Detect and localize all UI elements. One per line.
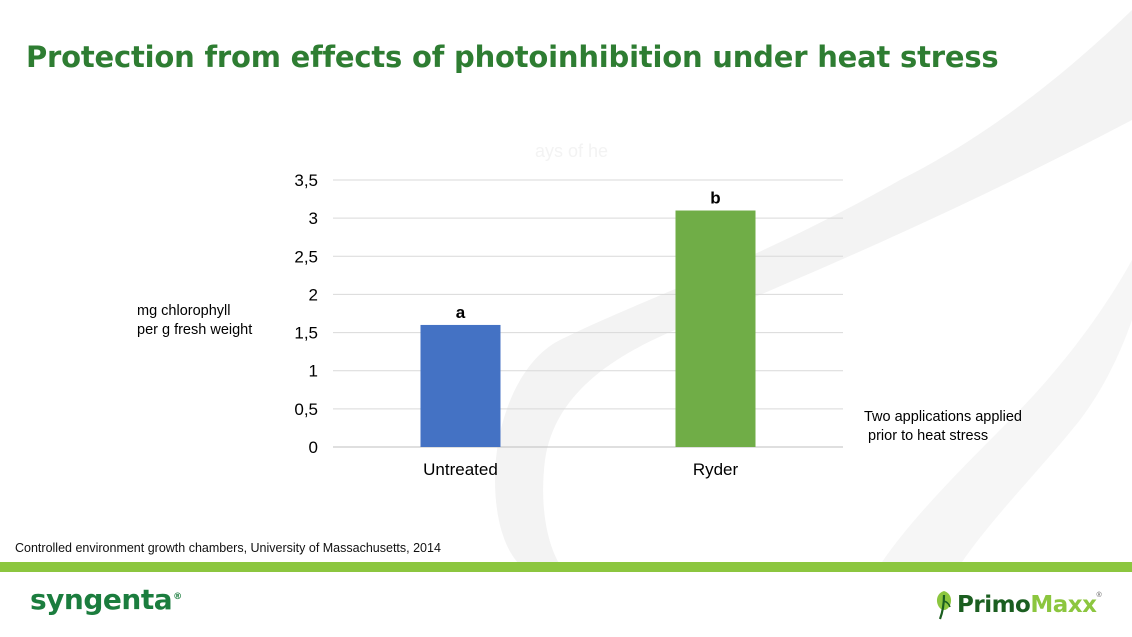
y-tick-label: 2 [309,285,318,304]
y-tick-label: 3 [309,209,318,228]
y-tick-label: 0,5 [294,400,318,419]
source-footnote: Controlled environment growth chambers, … [15,541,441,555]
syngenta-logo: syngenta® [30,583,182,616]
x-tick-label: Untreated [423,460,498,479]
bar-data-label: b [710,189,720,208]
y-tick-label: 2,5 [294,247,318,266]
chart-title-faint: ays of he [535,141,609,161]
x-tick-label: Ryder [693,460,739,479]
y-tick-label: 3,5 [294,171,318,190]
y-tick-label: 0 [309,438,318,457]
slide-title: Protection from effects of photoinhibiti… [26,40,999,74]
bar-data-label: a [456,303,466,322]
bar-ryder [675,210,756,447]
footer-green-band [0,562,1132,572]
y-tick-label: 1,5 [294,324,318,343]
bar-untreated [420,324,501,447]
application-note: Two applications applied prior to heat s… [864,409,1022,444]
y-axis-label: mg chlorophyll per g fresh weight [137,303,253,338]
primomaxx-logo: Primo Maxx ® [933,588,1102,622]
y-tick-label: 1 [309,362,318,381]
primomaxx-leaf-icon [936,591,952,620]
